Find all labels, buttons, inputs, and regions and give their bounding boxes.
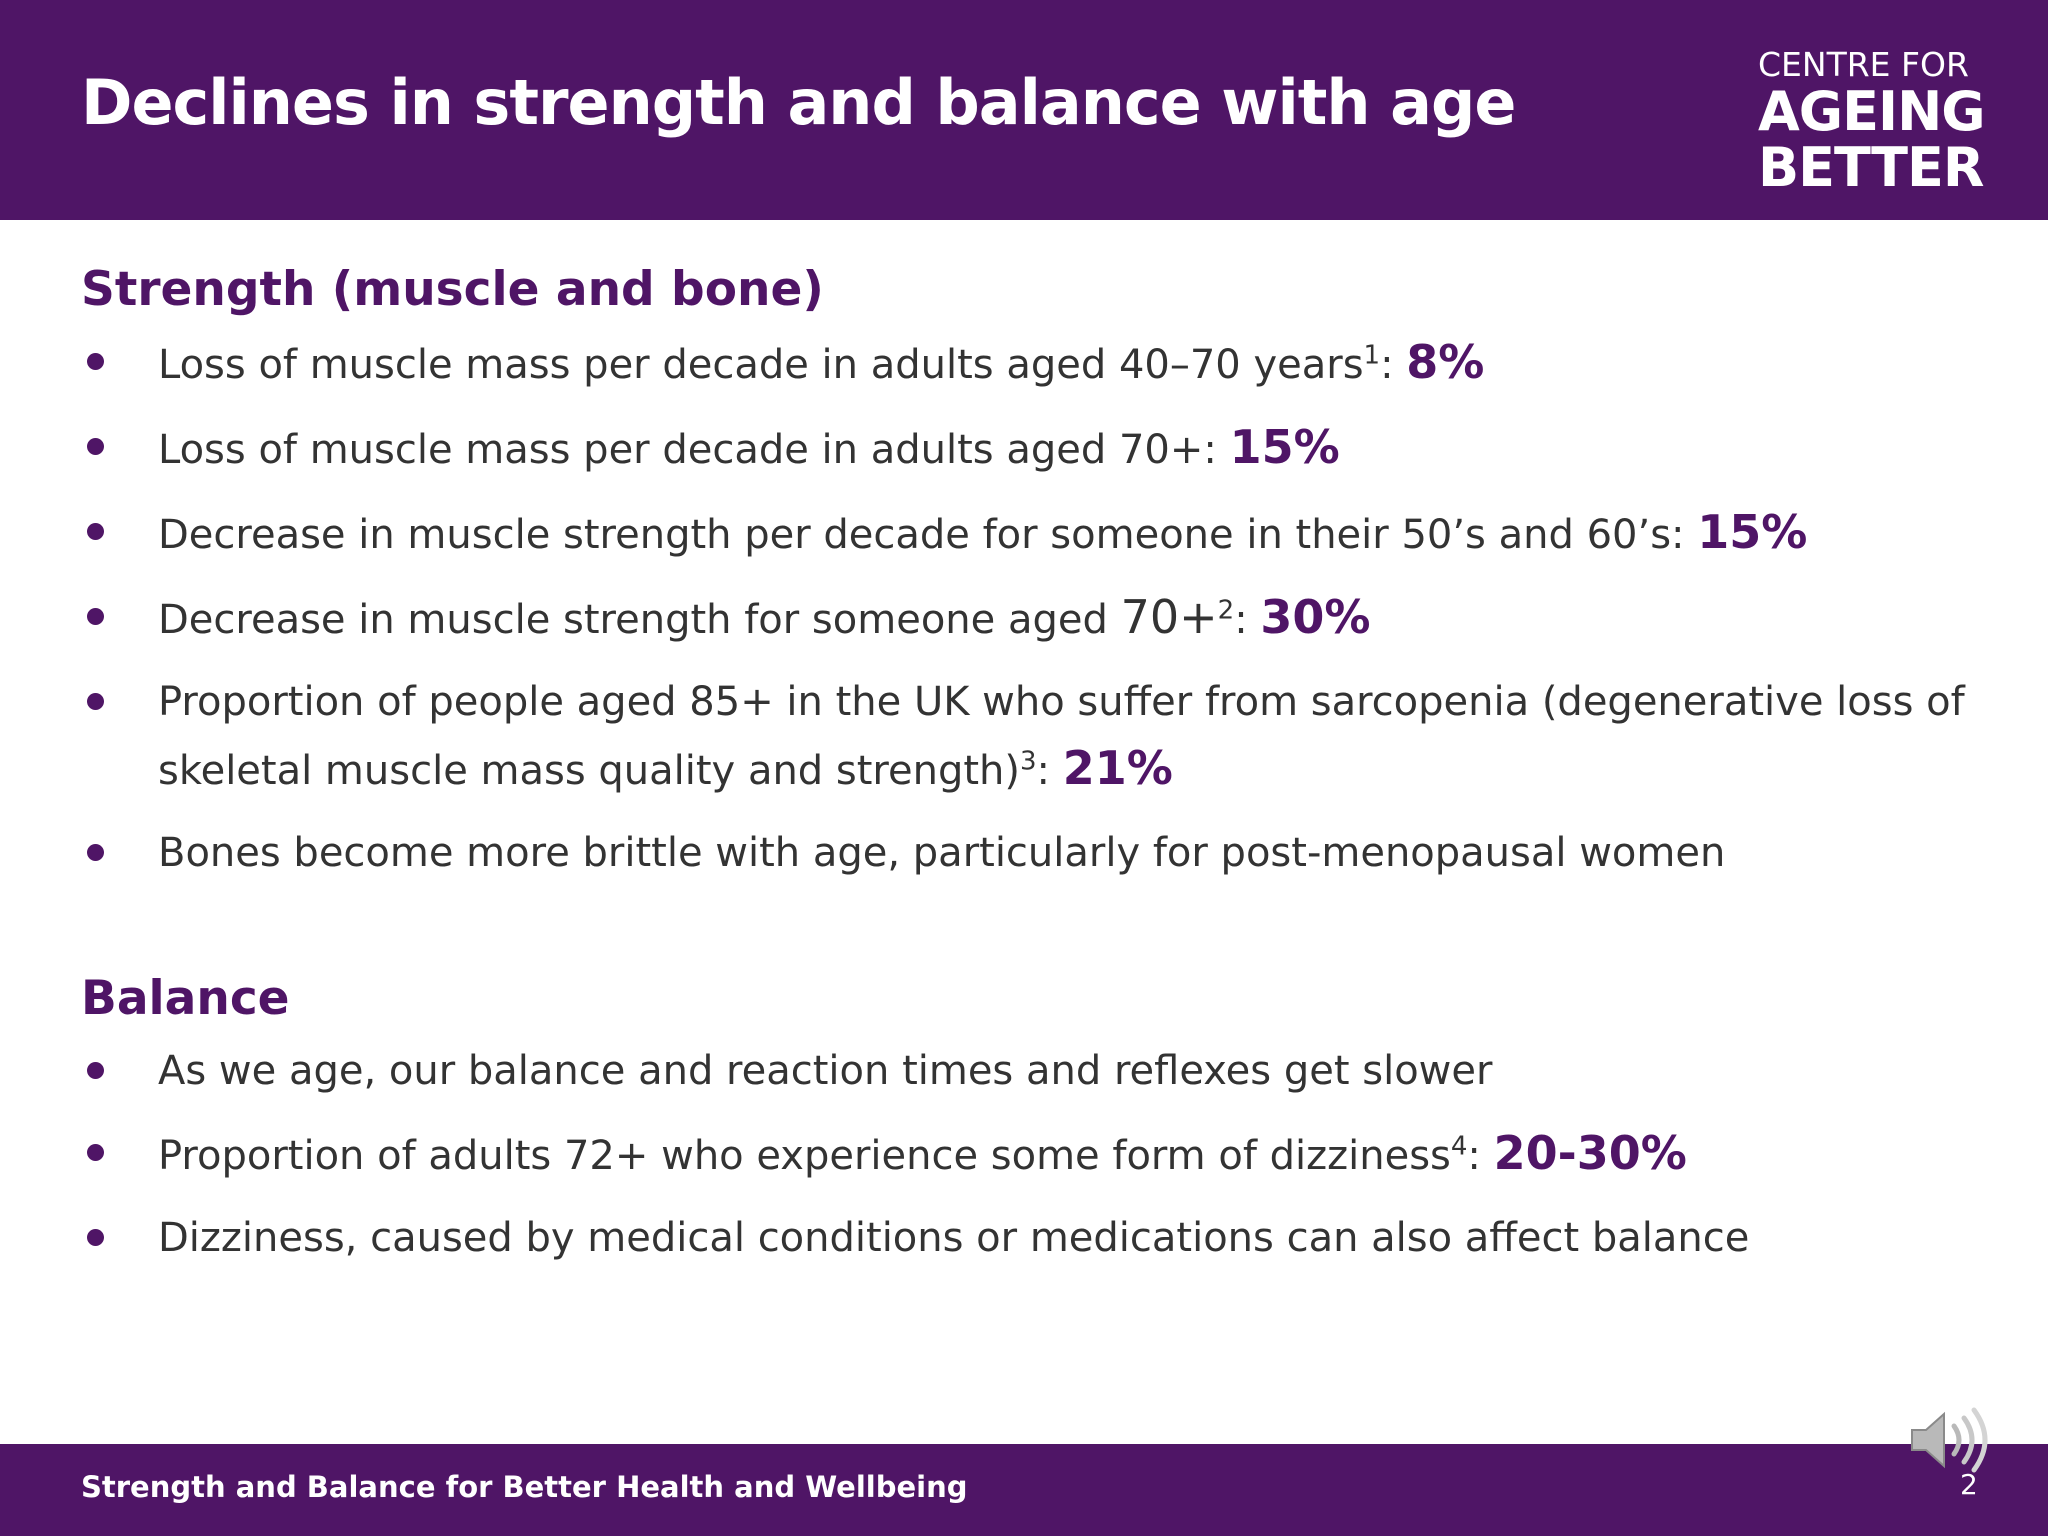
item-text: As we age, our balance and reaction time…	[158, 1048, 1493, 1094]
item-suffix: :	[1234, 597, 1261, 643]
stat-value: 15%	[1697, 505, 1808, 559]
strength-heading: Strength (muscle and bone)	[81, 262, 824, 317]
list-item: Decrease in muscle strength for someone …	[81, 584, 1981, 653]
stat-value: 20-30%	[1493, 1126, 1687, 1180]
balance-section: Balance As we age, our balance and react…	[81, 971, 1981, 1271]
bullet-icon	[87, 523, 104, 540]
bullet-icon	[87, 438, 104, 455]
footer-text: Strength and Balance for Better Health a…	[81, 1470, 968, 1504]
bullet-icon	[87, 1062, 104, 1079]
centre-for-ageing-better-logo: CENTRE FOR AGEING BETTER	[1758, 45, 1986, 199]
list-item: Bones become more brittle with age, part…	[81, 820, 1981, 886]
list-item: Dizziness, caused by medical conditions …	[81, 1205, 1981, 1271]
bullet-icon	[87, 1229, 104, 1246]
bullet-icon	[87, 608, 104, 625]
balance-list: As we age, our balance and reaction time…	[81, 1038, 1981, 1271]
speaker-icon-graphic	[1911, 1407, 1988, 1473]
footnote-ref: 3	[1020, 746, 1037, 777]
footnote-ref: 1	[1363, 340, 1381, 371]
logo-line-2: AGEING	[1758, 80, 1986, 143]
slide-content: Strength (muscle and bone) Loss of muscl…	[81, 262, 1981, 1287]
item-text: Decrease in muscle strength per decade f…	[158, 512, 1698, 558]
item-text: Loss of muscle mass per decade in adults…	[158, 427, 1230, 473]
list-item: Proportion of adults 72+ who experience …	[81, 1120, 1981, 1189]
item-text: Proportion of adults 72+ who experience …	[158, 1133, 1451, 1179]
speaker-icon[interactable]	[1908, 1404, 1998, 1476]
item-suffix: :	[1467, 1133, 1494, 1179]
item-text: Decrease in muscle strength for someone …	[158, 597, 1121, 643]
bullet-icon	[87, 693, 104, 710]
item-text: Proportion of people aged 85+ in the UK …	[158, 679, 1965, 794]
stat-value: 30%	[1260, 590, 1371, 644]
logo-line-1: CENTRE FOR	[1758, 45, 1969, 84]
list-item: Proportion of people aged 85+ in the UK …	[81, 669, 2048, 804]
item-text: Loss of muscle mass per decade in adults…	[158, 342, 1364, 388]
age-value: 70+	[1120, 590, 1218, 644]
item-suffix: :	[1380, 342, 1407, 388]
stat-value: 8%	[1406, 335, 1485, 389]
list-item: Loss of muscle mass per decade in adults…	[81, 329, 1981, 398]
footer-bar: Strength and Balance for Better Health a…	[0, 1444, 2048, 1536]
header-bar: Declines in strength and balance with ag…	[0, 0, 2048, 220]
footnote-ref: 2	[1217, 595, 1235, 626]
item-text: Dizziness, caused by medical conditions …	[158, 1215, 1750, 1261]
footnote-ref: 4	[1450, 1131, 1468, 1162]
list-item: Loss of muscle mass per decade in adults…	[81, 414, 1981, 483]
bullet-icon	[87, 1144, 104, 1161]
stat-value: 15%	[1229, 420, 1340, 474]
page-number: 2	[1960, 1468, 1978, 1501]
list-item: Decrease in muscle strength per decade f…	[81, 499, 1981, 568]
bullet-icon	[87, 353, 104, 370]
slide-title: Declines in strength and balance with ag…	[81, 66, 1516, 139]
item-suffix: :	[1036, 748, 1063, 794]
stat-value: 21%	[1062, 741, 1173, 795]
list-item: As we age, our balance and reaction time…	[81, 1038, 1981, 1104]
item-text: Bones become more brittle with age, part…	[158, 830, 1726, 876]
logo-line-3: BETTER	[1758, 136, 1984, 199]
bullet-icon	[87, 844, 104, 861]
balance-heading: Balance	[81, 971, 290, 1026]
strength-list: Loss of muscle mass per decade in adults…	[81, 329, 1981, 886]
